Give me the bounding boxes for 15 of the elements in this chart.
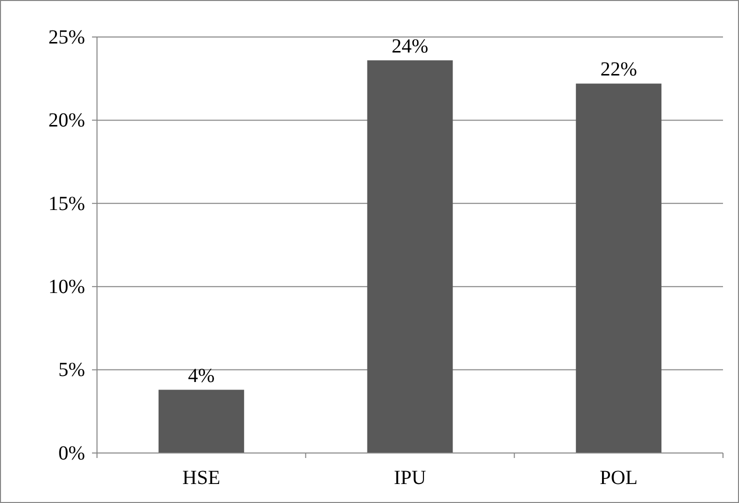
x-tick-label: POL — [600, 467, 638, 489]
bar — [576, 84, 662, 453]
data-label: 24% — [392, 35, 428, 58]
y-tick-label: 5% — [58, 359, 85, 382]
data-label: 22% — [600, 58, 638, 81]
y-tick-label: 15% — [48, 192, 85, 215]
y-tick-label: 20% — [48, 110, 85, 132]
bar — [367, 60, 453, 453]
x-tick-label: HSE — [182, 467, 220, 489]
y-tick-label: 25% — [48, 26, 85, 48]
y-tick-label: 0% — [58, 442, 85, 464]
bar — [158, 390, 244, 453]
x-tick-label: IPU — [394, 467, 427, 489]
data-label: 4% — [188, 364, 215, 387]
y-tick-label: 10% — [48, 276, 85, 298]
